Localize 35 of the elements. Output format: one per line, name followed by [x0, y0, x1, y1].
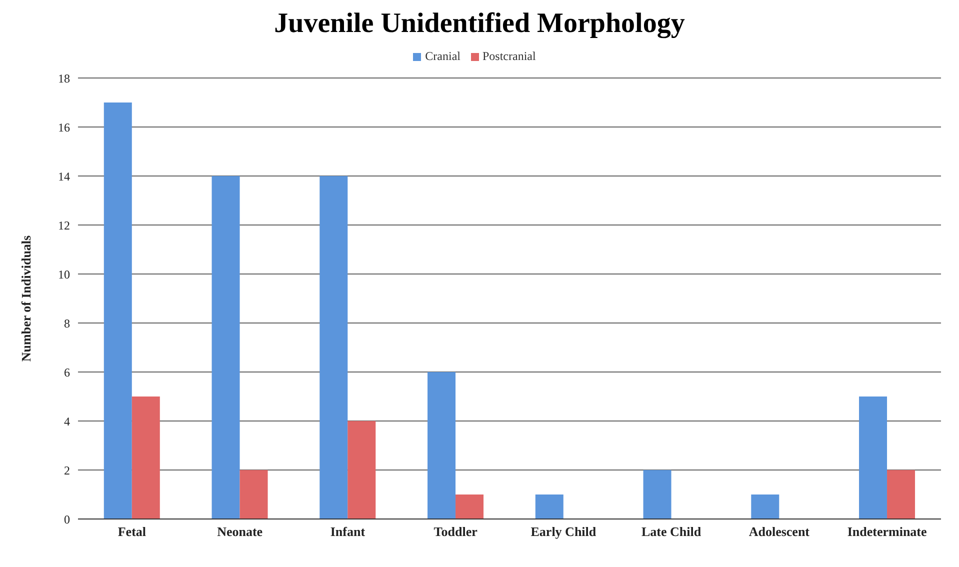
bar [428, 372, 456, 519]
bar [535, 494, 564, 519]
legend-label: Cranial [425, 49, 460, 63]
y-tick-label: 0 [64, 512, 70, 526]
y-tick-label: 8 [64, 316, 70, 330]
legend-label: Postcranial [482, 49, 536, 63]
x-tick-label: Neonate [217, 524, 263, 540]
x-tick-label: Toddler [434, 524, 478, 540]
y-tick-label: 6 [64, 365, 70, 380]
x-tick-label: Indeterminate [847, 524, 927, 540]
x-tick-label: Infant [330, 524, 366, 540]
bar [320, 176, 348, 519]
chart-title: Juvenile Unidentified Morphology [273, 8, 686, 40]
bar [751, 494, 780, 519]
bar [456, 494, 484, 519]
y-tick-label: 18 [58, 71, 70, 86]
bar [212, 176, 240, 519]
bar [887, 470, 916, 519]
x-tick-label: Late Child [642, 524, 702, 540]
bar [859, 396, 888, 519]
bar [132, 396, 160, 519]
bar [104, 102, 132, 519]
y-tick-label: 10 [58, 267, 70, 282]
y-tick-label: 12 [58, 218, 70, 232]
x-tick-label: Fetal [118, 524, 146, 540]
bar [348, 421, 376, 519]
bar [240, 470, 268, 519]
x-tick-label: Early Child [530, 524, 597, 540]
y-tick-label: 16 [58, 120, 70, 134]
y-tick-label: 2 [64, 463, 70, 478]
y-tick-label: 4 [64, 414, 70, 428]
y-tick-label: 14 [58, 169, 70, 184]
bar [643, 470, 672, 519]
y-axis-title: Number of Individuals [18, 235, 34, 362]
x-tick-label: Adolescent [748, 524, 810, 540]
